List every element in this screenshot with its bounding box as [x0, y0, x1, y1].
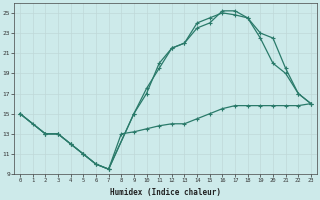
X-axis label: Humidex (Indice chaleur): Humidex (Indice chaleur)	[110, 188, 221, 197]
